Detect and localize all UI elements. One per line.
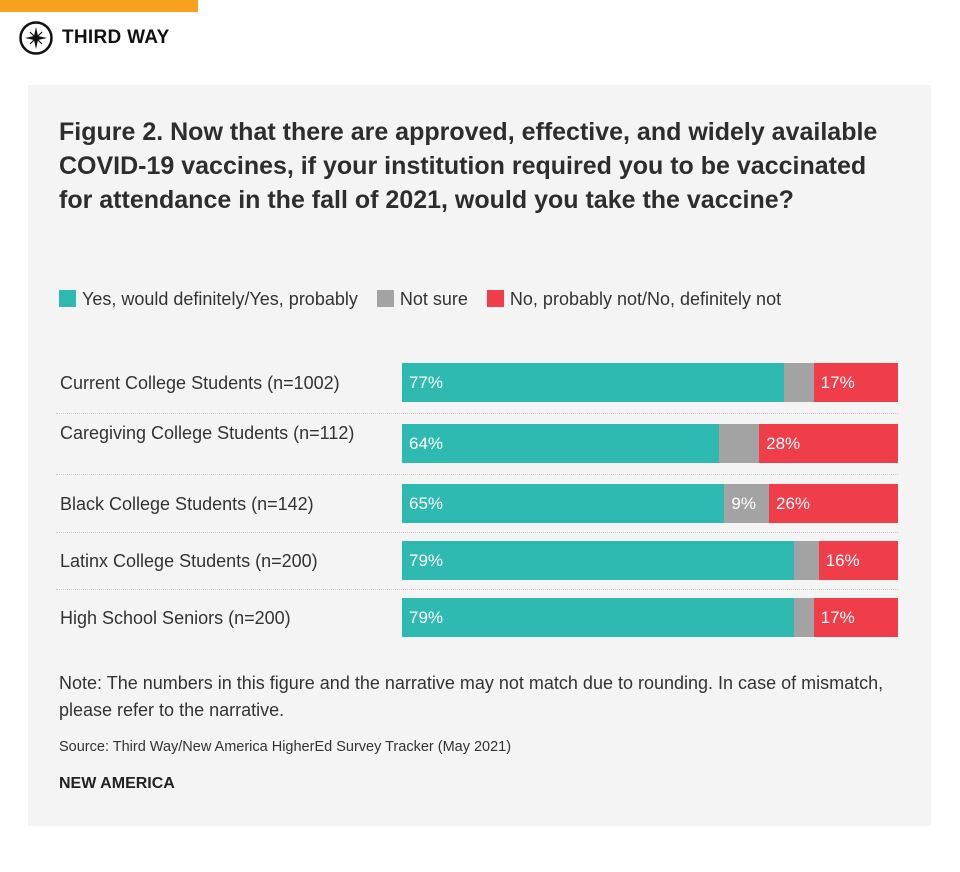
legend-item: No, probably not/No, definitely not <box>486 289 782 309</box>
stacked-bar: 64% 28% <box>402 424 898 463</box>
bar-segment: 64% <box>402 424 720 463</box>
compass-icon <box>19 21 53 55</box>
category-label: Black College Students (n=142) <box>60 494 314 514</box>
accent-bar <box>0 0 198 12</box>
bar-segment: 79% <box>402 541 794 580</box>
stacked-bar: 65% 9% 26% <box>402 484 898 523</box>
category-label: Current College Students (n=1002) <box>60 373 340 393</box>
data-label: 79% <box>409 608 444 627</box>
data-label: 79% <box>409 551 444 570</box>
bar-segment: 65% <box>402 484 725 523</box>
stacked-bar: 79% 17% <box>402 598 898 637</box>
data-label: 16% <box>825 551 860 570</box>
row-divider <box>56 589 898 590</box>
bar-segment: 9% <box>724 484 770 523</box>
category-label: High School Seniors (n=200) <box>60 608 291 628</box>
category-label: Latinx College Students (n=200) <box>60 551 318 571</box>
stacked-bar: 79% 16% <box>402 541 898 580</box>
bar-segment <box>783 363 814 402</box>
brand-name: THIRD WAY <box>62 27 170 48</box>
bar-segment: 77% <box>402 363 784 402</box>
data-label: 65% <box>409 494 444 513</box>
bar-segment <box>719 424 760 463</box>
legend-swatch <box>376 290 394 307</box>
source: Source: Third Way/New America HigherEd S… <box>59 739 512 755</box>
data-label: 26% <box>776 494 811 513</box>
legend-label: Yes, would definitely/Yes, probably <box>82 289 358 309</box>
bar-segment <box>793 598 814 637</box>
legend-label: No, probably not/No, definitely not <box>509 289 782 309</box>
data-label: 17% <box>820 373 855 392</box>
data-label: 9% <box>731 494 756 513</box>
bar-segment <box>793 541 819 580</box>
publisher: NEW AMERICA <box>59 775 175 792</box>
data-label: 64% <box>409 434 444 453</box>
figure-card: Figure 2. Now that there are approved, e… <box>28 85 931 826</box>
data-label: 28% <box>766 434 801 453</box>
third-way-logo[interactable]: THIRD WAY <box>18 20 170 56</box>
legend: Yes, would definitely/Yes, probably Not … <box>59 285 899 313</box>
legend-swatch <box>486 290 504 307</box>
bar-segment: 26% <box>769 484 898 523</box>
legend-swatch <box>59 290 76 307</box>
stacked-bar: 77% 17% <box>402 363 898 402</box>
bar-segment: 16% <box>818 541 898 580</box>
bar-segment: 79% <box>402 598 794 637</box>
row-divider <box>56 413 898 414</box>
bar-segment: 17% <box>813 363 898 402</box>
note: Note: The numbers in this figure and the… <box>59 673 884 720</box>
legend-item: Yes, would definitely/Yes, probably <box>59 289 358 309</box>
legend-label: Not sure <box>399 289 468 309</box>
bar-segment: 17% <box>813 598 898 637</box>
row-divider <box>56 532 898 533</box>
bar-segment: 28% <box>759 424 898 463</box>
category-label: Caregiving College Students (n=112) <box>60 423 355 443</box>
legend-item: Not sure <box>376 289 468 309</box>
row-divider <box>56 473 898 475</box>
data-label: 77% <box>409 373 444 392</box>
chart-title: Figure 2. Now that there are approved, e… <box>59 118 878 214</box>
data-label: 17% <box>820 608 855 627</box>
